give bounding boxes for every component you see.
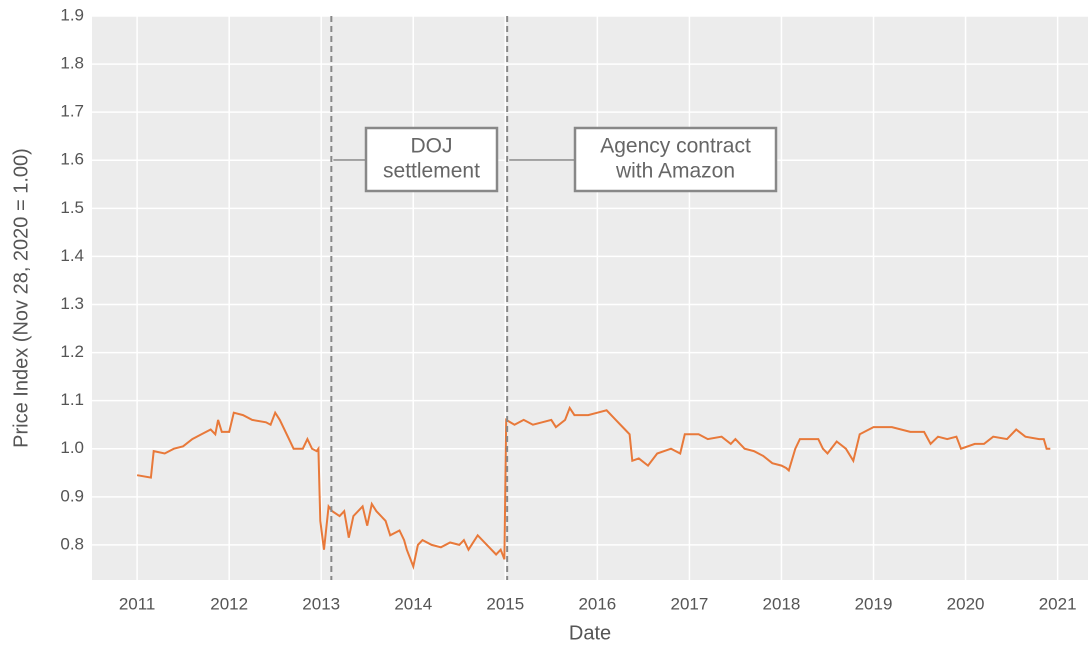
y-tick-label: 1.8 — [60, 54, 84, 73]
y-tick-label: 1.9 — [60, 5, 84, 24]
annotation-text: with Amazon — [615, 160, 735, 183]
x-tick-label: 2020 — [947, 594, 985, 613]
x-axis-label: Date — [569, 622, 611, 644]
y-axis-label: Price Index (Nov 28, 2020 = 1.00) — [10, 148, 32, 448]
x-tick-label: 2018 — [763, 594, 801, 613]
x-tick-label: 2011 — [119, 594, 156, 613]
x-tick-label: 2016 — [578, 594, 616, 613]
x-tick-label: 2017 — [671, 594, 709, 613]
y-tick-label: 1.7 — [60, 102, 84, 121]
annotation-box — [573, 126, 778, 193]
y-tick-label: 1.0 — [60, 438, 84, 457]
y-tick-label: 1.6 — [60, 150, 84, 169]
annotation-box — [364, 126, 499, 193]
x-tick-label: 2021 — [1039, 594, 1077, 613]
y-tick-label: 1.5 — [60, 198, 84, 217]
y-tick-label: 1.4 — [60, 246, 84, 265]
y-tick-label: 1.2 — [60, 342, 84, 361]
annotation-text: DOJ — [411, 135, 453, 158]
x-tick-label: 2015 — [486, 594, 524, 613]
y-tick-label: 1.3 — [60, 294, 84, 313]
annotation-text: settlement — [383, 160, 480, 183]
x-tick-label: 2019 — [855, 594, 893, 613]
x-tick-label: 2013 — [302, 594, 340, 613]
x-tick-label: 2014 — [394, 594, 432, 613]
plot-area — [92, 16, 1088, 580]
y-tick-label: 1.1 — [60, 390, 84, 409]
y-tick-label: 0.9 — [60, 486, 84, 505]
line-series — [136, 405, 1051, 570]
annotation-text: Agency contract — [600, 135, 751, 158]
y-tick-label: 0.8 — [60, 534, 84, 553]
x-tick-label: 2012 — [210, 594, 248, 613]
